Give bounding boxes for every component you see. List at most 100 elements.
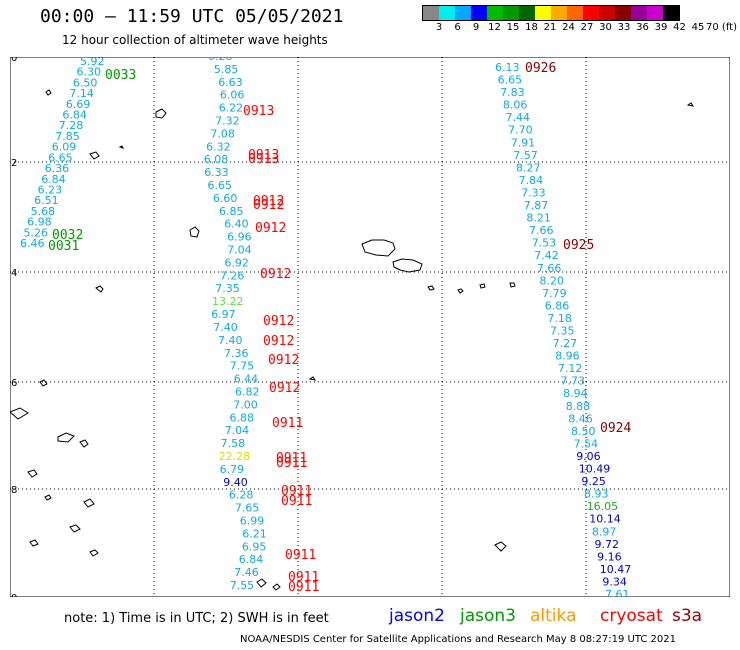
scale-swatch (551, 6, 567, 20)
scale-label: 21 (543, 22, 557, 33)
pass-label: 0925 (563, 238, 594, 253)
pass-label: 0911 (276, 456, 307, 471)
scale-label: 30 (599, 22, 612, 33)
pass-label: 0033 (105, 68, 136, 83)
scale-label: 24 (562, 22, 575, 33)
wave-height-value: 8.94 (563, 387, 588, 400)
pass-label: 0913 (248, 148, 279, 163)
wave-height-value: 8.93 (584, 488, 609, 501)
scale-swatch (631, 6, 647, 20)
pass-label: 0912 (268, 353, 299, 368)
scale-swatch (423, 6, 439, 20)
y-tick-label: -18 (10, 485, 17, 496)
pass-label: 0912 (253, 194, 284, 209)
scale-swatch (663, 6, 679, 20)
pass-label: 0912 (263, 334, 294, 349)
wave-height-value: 9.72 (595, 538, 620, 551)
wave-height-value: 7.26 (220, 269, 245, 282)
wave-height-value: 8.06 (503, 99, 528, 112)
pass-label: 0912 (263, 314, 294, 329)
legend-altika: altika (530, 606, 577, 626)
wave-height-value: 6.60 (213, 192, 238, 205)
wave-height-value: 7.75 (230, 360, 255, 373)
pass-label: 0912 (253, 198, 284, 213)
map-subtitle: 12 hour collection of altimeter wave hei… (62, 33, 328, 47)
wave-height-value: 10.47 (600, 563, 632, 576)
wave-height-value: 7.57 (513, 149, 538, 162)
wave-height-value: 7.70 (508, 124, 532, 137)
wave-height-value: 7.14 (69, 87, 94, 100)
wave-height-value: 7.46 (234, 566, 258, 579)
island-b (155, 108, 167, 119)
island-f (95, 285, 104, 293)
wave-height-value: 6.51 (34, 194, 59, 207)
pass-label: 0926 (525, 61, 556, 76)
wave-height-value: 7.58 (221, 437, 246, 450)
island-q (83, 498, 95, 508)
wave-height-value: 7.40 (213, 321, 238, 334)
island-s (69, 524, 81, 533)
wave-height-value: 6.65 (208, 179, 233, 192)
wave-height-value: 6.06 (220, 89, 245, 102)
wave-height-value: 8.97 (592, 525, 617, 538)
wave-height-value: 7.35 (550, 325, 575, 338)
island-x (272, 583, 281, 591)
scale-label: 33 (617, 22, 631, 33)
wave-height-value: 7.83 (500, 86, 525, 99)
pass-labels: 0033003200310913091309130912091209120912… (48, 61, 631, 595)
scale-swatch (599, 6, 615, 20)
pass-label: 0911 (276, 451, 307, 466)
pass-label: 0031 (48, 239, 79, 254)
island-l (39, 379, 48, 387)
scale-swatch (487, 6, 503, 20)
island-d (118, 145, 124, 149)
wave-height-value: 7.91 (511, 136, 536, 149)
wave-height-value: 6.28 (208, 57, 233, 63)
wave-height-value: 22.28 (219, 450, 251, 463)
color-scale (422, 5, 680, 21)
pass-label: 0911 (285, 548, 316, 563)
scale-label: 45 (691, 22, 705, 33)
wave-height-value: 6.65 (48, 151, 72, 164)
wave-height-value: 7.27 (553, 337, 578, 350)
wave-height-value: 6.65 (498, 74, 522, 87)
wave-height-value: 7.65 (235, 502, 260, 515)
scale-swatch (455, 6, 471, 20)
wave-height-value: 7.84 (519, 174, 544, 187)
scale-label: 15 (506, 22, 520, 33)
scale-label: 42 (673, 22, 686, 33)
wave-height-value: 9.34 (602, 576, 627, 589)
wave-height-value: 5.26 (24, 226, 49, 239)
wave-height-value: 6.96 (227, 231, 252, 244)
wave-height-value: 6.86 (545, 299, 570, 312)
scale-label: 9 (472, 22, 480, 33)
wave-height-value: 7.33 (521, 187, 546, 200)
wave-height-value: 6.99 (240, 515, 264, 528)
wave-height-value: 8.21 (526, 212, 551, 225)
pass-label: 0913 (243, 104, 274, 119)
y-tick-label: -10 (10, 57, 17, 64)
wave-height-value: 9.40 (223, 476, 248, 489)
wave-height-value: 7.04 (227, 244, 252, 257)
wave-height-value: 7.42 (534, 249, 559, 262)
pass-label: 0912 (260, 267, 291, 282)
wave-height-value: 7.66 (529, 224, 554, 237)
samoa-upolu (361, 239, 396, 257)
scale-label: 70 (ft) (706, 22, 737, 33)
y-tick-label: -20 (10, 593, 17, 597)
wave-height-value: 6.40 (224, 218, 249, 231)
map-frame (10, 57, 730, 597)
wave-height-value: 6.21 (242, 527, 266, 540)
wave-height-value: 7.00 (233, 398, 257, 411)
scale-swatch (567, 6, 583, 20)
pass-label: 0911 (281, 494, 312, 509)
wave-height-value: 6.84 (41, 173, 65, 186)
wave-height-value: 6.95 (242, 540, 267, 553)
pass-label: 0924 (600, 421, 631, 436)
pass-label: 0911 (281, 484, 312, 499)
wave-height-value: 10.14 (589, 513, 621, 526)
wave-height-value: 6.69 (66, 98, 91, 111)
wave-height-map: -180-177-174-171-168-165-10-12-14-16-18-… (10, 57, 730, 597)
wave-height-value: 6.30 (77, 66, 102, 79)
wave-height-value: 7.73 (561, 375, 586, 388)
